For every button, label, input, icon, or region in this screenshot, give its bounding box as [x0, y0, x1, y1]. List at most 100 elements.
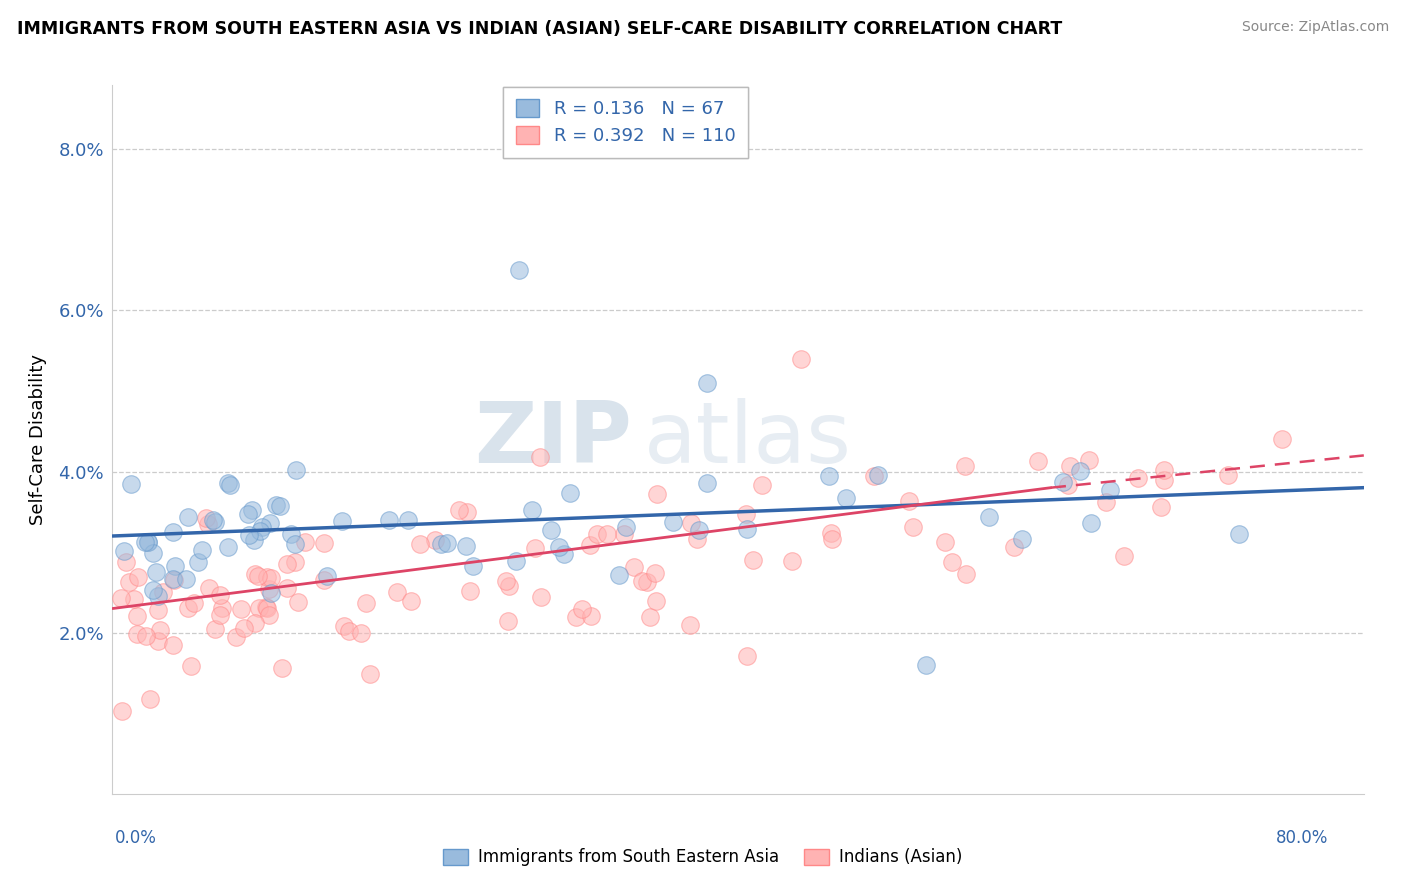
Point — [204, 515, 226, 529]
Point — [314, 536, 336, 550]
Point — [238, 528, 260, 542]
Point — [138, 535, 160, 549]
Point — [134, 535, 156, 549]
Y-axis label: Self-Care Disability: Self-Care Disability — [30, 354, 48, 524]
Point — [1057, 478, 1080, 492]
Point — [245, 616, 267, 631]
Point — [127, 627, 149, 641]
Point — [548, 540, 571, 554]
Point — [187, 555, 209, 569]
Text: IMMIGRANTS FROM SOUTH EASTERN ASIA VS INDIAN (ASIAN) SELF-CARE DISABILITY CORREL: IMMIGRANTS FROM SOUTH EASTERN ASIA VS IN… — [17, 20, 1062, 37]
Point — [1002, 540, 1025, 554]
Point — [162, 573, 184, 587]
Point — [409, 537, 432, 551]
Point — [458, 584, 481, 599]
Point — [287, 595, 309, 609]
Point — [378, 513, 401, 527]
Point — [1011, 532, 1033, 546]
Point — [1080, 516, 1102, 530]
Point — [142, 546, 165, 560]
Point — [1077, 452, 1099, 467]
Point — [385, 585, 408, 599]
Point — [645, 487, 668, 501]
Point — [1150, 500, 1173, 515]
Point — [260, 586, 283, 600]
Point — [247, 601, 270, 615]
Point — [953, 459, 976, 474]
Point — [508, 263, 530, 277]
Point — [315, 569, 337, 583]
Point — [645, 594, 668, 608]
Point — [553, 547, 575, 561]
Point — [662, 515, 685, 529]
Point — [148, 589, 170, 603]
Text: 0.0%: 0.0% — [115, 829, 157, 847]
Point — [498, 579, 520, 593]
Point — [243, 567, 266, 582]
Point — [915, 657, 938, 672]
Point — [211, 601, 233, 615]
Point — [176, 510, 198, 524]
Point — [152, 585, 174, 599]
Point — [941, 555, 963, 569]
Point — [240, 503, 263, 517]
Point — [177, 600, 200, 615]
Point — [195, 511, 218, 525]
Point — [614, 520, 637, 534]
Point — [138, 535, 160, 549]
Point — [115, 555, 138, 569]
Point — [110, 704, 132, 718]
Point — [780, 554, 803, 568]
Point — [524, 541, 547, 556]
Legend: Immigrants from South Eastern Asia, Indians (Asian): Immigrants from South Eastern Asia, Indi… — [437, 842, 969, 873]
Point — [271, 661, 294, 675]
Point — [135, 629, 157, 643]
Point — [201, 513, 224, 527]
Point — [163, 573, 186, 587]
Point — [233, 621, 256, 635]
Point — [1227, 527, 1250, 541]
Point — [607, 567, 630, 582]
Point — [866, 468, 889, 483]
Point — [436, 536, 458, 550]
Point — [623, 560, 645, 574]
Point — [934, 535, 956, 549]
Point — [354, 596, 377, 610]
Point — [636, 574, 658, 589]
Point — [332, 514, 354, 528]
Point — [112, 543, 135, 558]
Point — [456, 505, 478, 519]
Point — [162, 524, 184, 539]
Point — [520, 503, 543, 517]
Point — [1069, 464, 1091, 478]
Point — [249, 524, 271, 538]
Point — [312, 573, 335, 587]
Point — [148, 603, 170, 617]
Text: atlas: atlas — [644, 398, 852, 481]
Point — [955, 567, 977, 582]
Point — [679, 516, 702, 531]
Point — [530, 590, 553, 604]
Point — [225, 630, 247, 644]
Point — [1112, 549, 1135, 564]
Point — [254, 600, 277, 615]
Point — [259, 516, 281, 530]
Point — [163, 559, 186, 574]
Point — [901, 520, 924, 534]
Point — [337, 624, 360, 639]
Point — [208, 588, 231, 602]
Legend: R = 0.136   N = 67, R = 0.392   N = 110: R = 0.136 N = 67, R = 0.392 N = 110 — [503, 87, 748, 158]
Point — [259, 608, 281, 623]
Point — [204, 623, 226, 637]
Point — [688, 523, 710, 537]
Point — [430, 536, 453, 550]
Point — [269, 499, 291, 513]
Point — [280, 527, 302, 541]
Point — [145, 565, 167, 579]
Point — [149, 624, 172, 638]
Point — [217, 475, 239, 490]
Point — [208, 608, 231, 623]
Point — [529, 450, 551, 464]
Point — [1059, 459, 1081, 474]
Point — [540, 523, 562, 537]
